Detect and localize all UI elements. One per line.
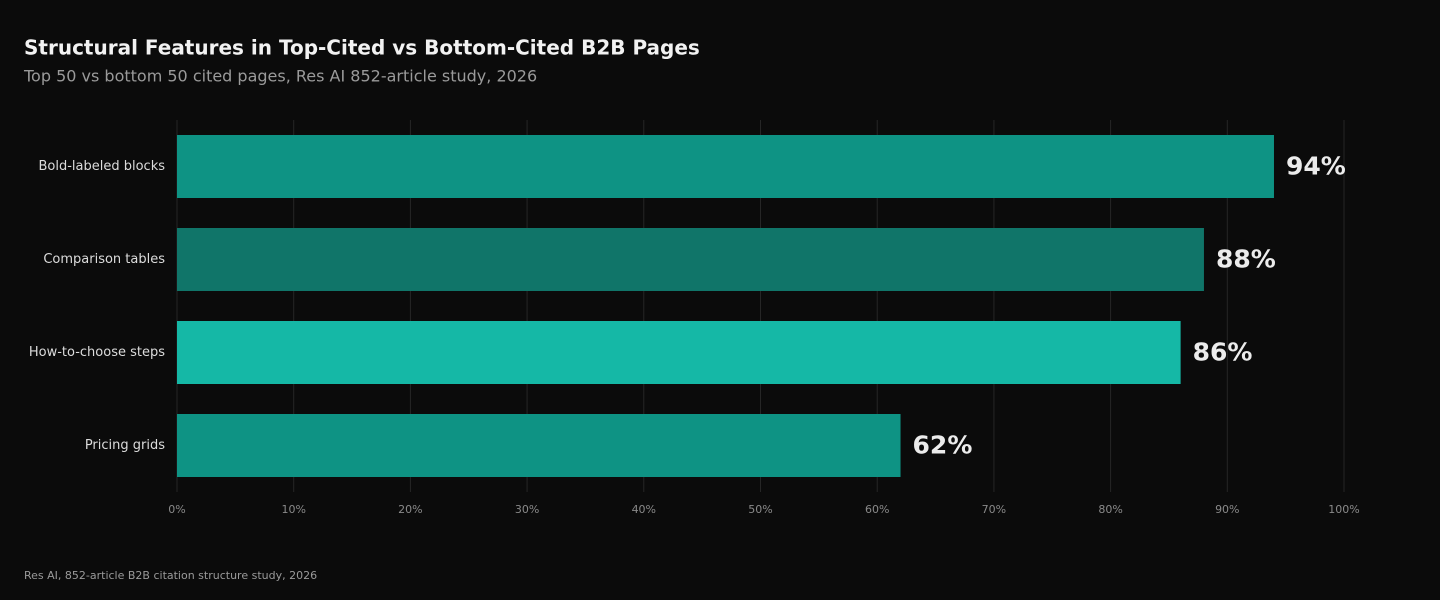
bar — [177, 414, 901, 477]
x-tick-label: 50% — [748, 503, 772, 516]
value-label: 94% — [1286, 152, 1346, 181]
x-tick-label: 70% — [982, 503, 1006, 516]
x-tick-label: 30% — [515, 503, 539, 516]
source-note: Res AI, 852-article B2B citation structu… — [24, 569, 317, 582]
x-tick-label: 90% — [1215, 503, 1239, 516]
x-tick-label: 80% — [1098, 503, 1122, 516]
value-label: 62% — [913, 431, 973, 460]
y-tick-label: Pricing grids — [85, 438, 165, 453]
chart-subtitle: Top 50 vs bottom 50 cited pages, Res AI … — [23, 67, 537, 86]
x-tick-label: 0% — [168, 503, 185, 516]
value-label: 88% — [1216, 245, 1276, 274]
bar — [177, 321, 1181, 384]
x-tick-label: 40% — [632, 503, 656, 516]
y-tick-label: Bold-labeled blocks — [38, 159, 165, 174]
x-tick-label: 100% — [1328, 503, 1359, 516]
x-tick-label: 20% — [398, 503, 422, 516]
bar — [177, 135, 1274, 198]
x-tick-label: 10% — [281, 503, 305, 516]
bar — [177, 228, 1204, 291]
x-tick-label: 60% — [865, 503, 889, 516]
chart-title: Structural Features in Top-Cited vs Bott… — [24, 36, 700, 60]
y-tick-label: How-to-choose steps — [29, 345, 165, 360]
value-label: 86% — [1193, 338, 1253, 367]
y-tick-label: Comparison tables — [43, 252, 165, 267]
